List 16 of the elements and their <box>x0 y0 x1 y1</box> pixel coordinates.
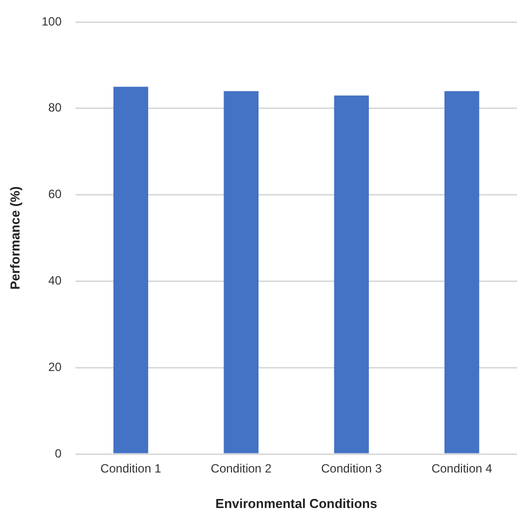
y-tick-label: 80 <box>48 100 62 115</box>
x-tick-label: Condition 1 <box>100 462 162 476</box>
x-tick-label: Condition 3 <box>321 462 382 476</box>
y-tick-label: 40 <box>48 274 62 288</box>
bar <box>113 86 148 454</box>
bar <box>334 95 369 454</box>
y-tick-label: 0 <box>54 446 62 460</box>
x-tick-label: Condition 2 <box>210 462 272 476</box>
bar <box>444 91 480 454</box>
y-axis-title: Performance (%) <box>7 186 22 290</box>
y-tick-label: 60 <box>48 187 62 202</box>
bar <box>224 91 259 454</box>
x-axis-title: Environmental Conditions <box>215 496 378 511</box>
y-tick-label: 20 <box>48 360 62 374</box>
x-tick-label: Condition 4 <box>431 462 493 476</box>
y-tick-label: 100 <box>42 14 62 28</box>
